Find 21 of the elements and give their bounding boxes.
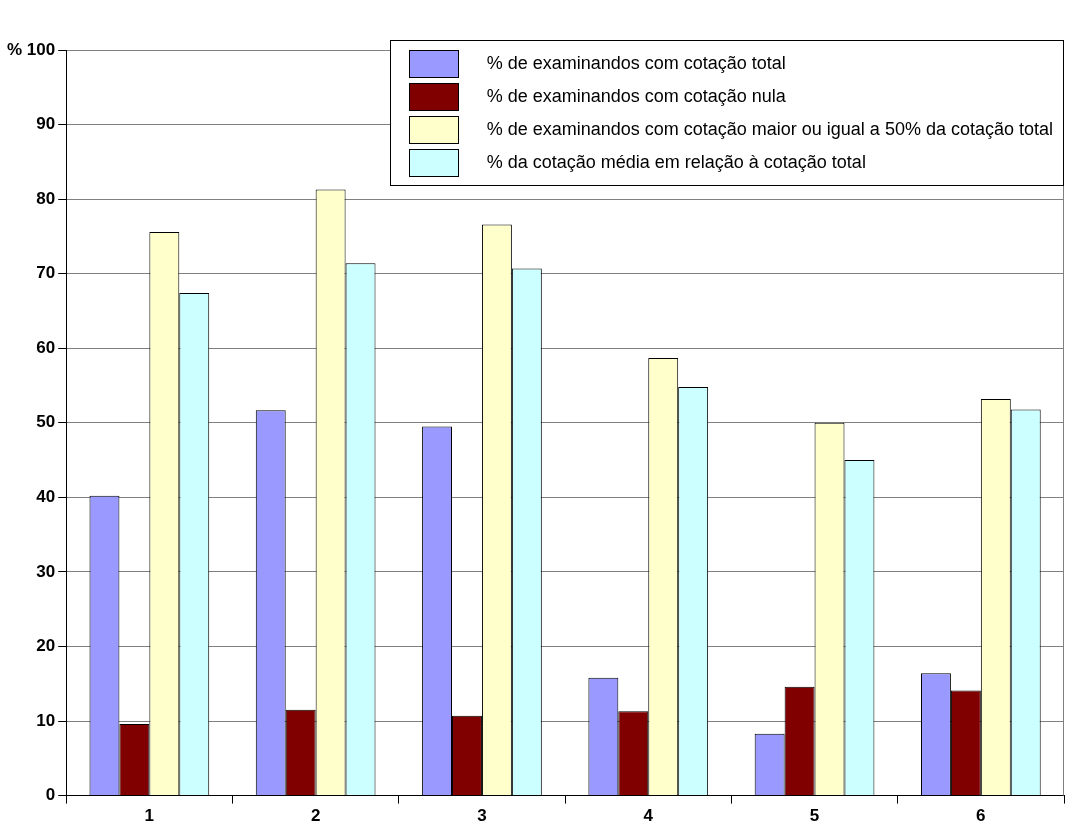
- y-tick-label: 90: [36, 114, 56, 134]
- y-tick-label: 10: [36, 710, 56, 730]
- x-tick-label: 4: [643, 806, 654, 826]
- x-tick-label: 6: [976, 806, 986, 826]
- x-tick-label: 5: [809, 806, 820, 826]
- legend-label: % da cotação média em relação à cotação total: [486, 152, 866, 173]
- y-tick-label: 40: [36, 487, 56, 507]
- y-tick-label: 80: [36, 188, 56, 208]
- legend-label: % de examinandos com cotação maior ou igual a 50% da cotação total: [486, 119, 1053, 140]
- x-tick-label: 2: [310, 806, 321, 826]
- x-tick-label: 1: [144, 806, 155, 826]
- x-tick-label: 3: [477, 806, 487, 826]
- y-tick-label: 60: [36, 337, 56, 357]
- legend-label: % de examinandos com cotação total: [486, 53, 786, 74]
- y-tick-label: 0: [45, 785, 56, 805]
- y-tick-label: 30: [36, 561, 56, 581]
- y-tick-label: 70: [36, 263, 56, 283]
- legend-label: % de examinandos com cotação nula: [486, 86, 786, 107]
- y-tick-label: 20: [36, 636, 56, 656]
- y-tick-label: % 100: [7, 39, 56, 59]
- y-tick-label: 50: [36, 412, 56, 432]
